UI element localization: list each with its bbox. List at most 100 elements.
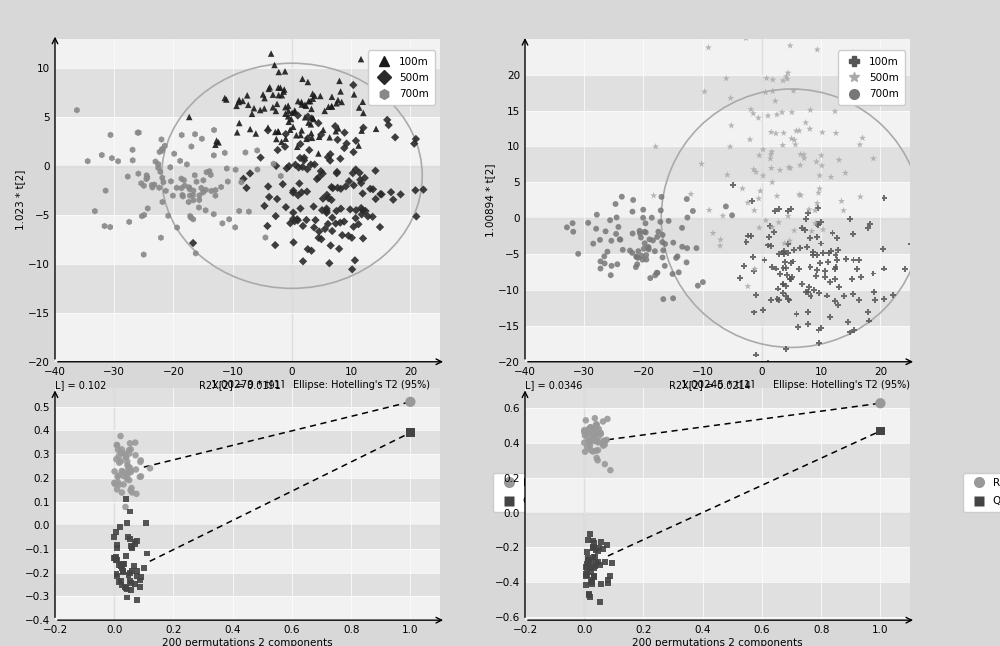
Point (374, 189, 390, 200)
Point (590, 445, 606, 455)
Point (809, 232, 825, 242)
Point (786, 135, 802, 145)
Point (132, 582, 148, 592)
Point (582, 441, 598, 451)
Point (280, 105, 296, 116)
Point (113, 561, 129, 572)
Point (597, 435, 613, 446)
Point (285, 185, 301, 196)
Point (778, 71, 794, 81)
Point (669, 251, 685, 262)
Point (638, 255, 654, 265)
Point (348, 213, 364, 224)
Point (277, 102, 293, 112)
Point (801, 282, 817, 292)
Point (780, 294, 796, 304)
Point (303, 245, 319, 256)
Point (584, 563, 600, 574)
Point (590, 455, 606, 466)
Point (281, 161, 297, 171)
Point (809, 249, 825, 260)
Point (124, 543, 140, 554)
Point (744, 196, 760, 206)
Point (852, 140, 868, 150)
Point (705, 228, 721, 238)
Point (119, 474, 135, 484)
Point (582, 528, 598, 539)
Point (602, 465, 618, 475)
Point (329, 168, 345, 178)
Point (118, 583, 134, 594)
Point (107, 479, 123, 489)
Point (102, 130, 118, 140)
Point (851, 255, 867, 266)
Point (109, 440, 125, 450)
Point (206, 150, 222, 160)
Point (165, 191, 181, 201)
Point (586, 563, 602, 574)
Point (183, 213, 199, 223)
Point (597, 557, 613, 567)
Point (324, 213, 340, 223)
Point (191, 195, 207, 205)
Point (348, 136, 364, 146)
Point (265, 90, 281, 100)
Point (235, 174, 251, 184)
Point (124, 487, 140, 497)
Point (784, 107, 800, 118)
Point (213, 182, 229, 192)
Point (346, 89, 362, 99)
Point (586, 432, 602, 443)
Point (585, 446, 601, 457)
Point (740, 231, 756, 241)
Point (860, 223, 876, 233)
Point (602, 571, 618, 581)
Point (762, 154, 778, 164)
Point (588, 424, 604, 434)
Point (802, 124, 818, 134)
Point (124, 483, 140, 493)
Point (587, 436, 603, 446)
Point (765, 86, 781, 96)
Bar (55, 525, 440, 549)
Point (793, 149, 809, 160)
Point (587, 433, 603, 444)
Point (745, 109, 761, 119)
Point (723, 93, 739, 103)
Point (187, 170, 203, 180)
Point (365, 212, 381, 222)
Point (297, 99, 313, 110)
Point (723, 120, 739, 130)
Point (181, 182, 197, 193)
Bar (55, 501, 440, 525)
Point (589, 436, 605, 446)
Point (808, 156, 824, 167)
Point (199, 167, 215, 178)
Point (597, 439, 613, 450)
Point (833, 196, 849, 206)
Point (771, 249, 787, 259)
Point (588, 421, 604, 432)
Point (830, 300, 846, 310)
Point (724, 210, 740, 220)
Point (287, 107, 303, 117)
Point (355, 123, 371, 133)
Point (306, 222, 322, 233)
Point (743, 104, 759, 114)
Point (285, 207, 301, 218)
Point (596, 435, 612, 446)
Point (176, 175, 192, 185)
Point (776, 245, 792, 256)
Point (862, 219, 878, 229)
Point (592, 256, 608, 267)
Point (130, 127, 146, 138)
Point (263, 48, 279, 59)
Point (182, 211, 198, 221)
Point (118, 551, 134, 561)
Point (209, 136, 225, 146)
Point (290, 190, 306, 200)
Point (604, 261, 620, 271)
Point (581, 554, 597, 565)
Point (298, 215, 314, 225)
Point (632, 228, 648, 238)
